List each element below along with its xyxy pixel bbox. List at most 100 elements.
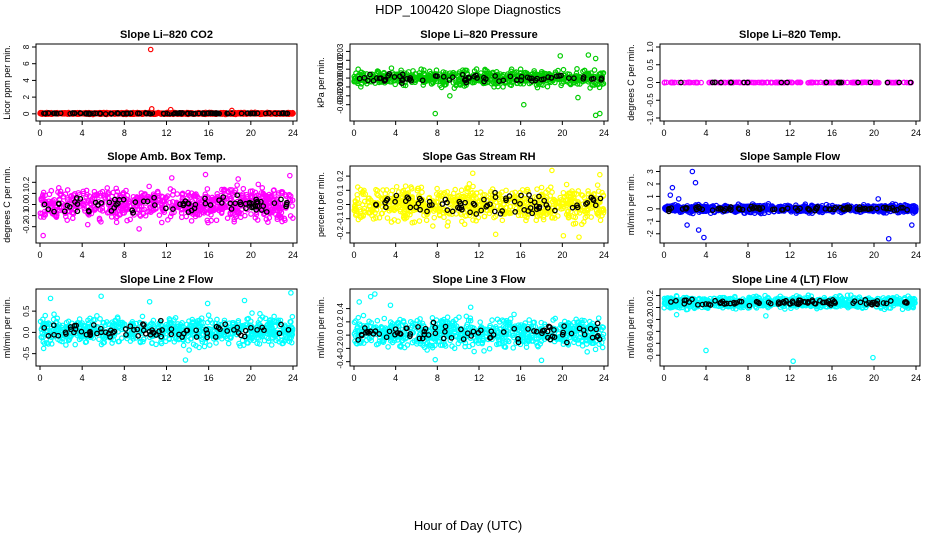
data-point bbox=[40, 189, 47, 196]
data-point bbox=[351, 78, 357, 85]
data-point bbox=[164, 217, 171, 223]
x-tick-label: 20 bbox=[246, 250, 256, 260]
data-point bbox=[270, 187, 277, 194]
data-point-black bbox=[173, 110, 179, 117]
y-tick-label: -2 bbox=[646, 230, 655, 238]
data-point bbox=[69, 215, 76, 222]
data-point-black bbox=[465, 74, 472, 81]
data-point bbox=[51, 311, 57, 318]
data-point-black bbox=[497, 210, 504, 217]
y-tick-label: 3 bbox=[646, 169, 655, 174]
data-point bbox=[158, 219, 165, 226]
y-tick-label: 4 bbox=[22, 78, 31, 83]
data-point-black bbox=[179, 110, 186, 116]
data-point-outlier bbox=[684, 222, 690, 228]
data-point bbox=[566, 199, 572, 206]
x-tick-label: 4 bbox=[80, 128, 85, 138]
data-point bbox=[234, 182, 240, 188]
data-point bbox=[450, 190, 457, 197]
data-point-black bbox=[392, 198, 398, 205]
data-point bbox=[418, 184, 425, 191]
data-point bbox=[275, 212, 282, 219]
data-point bbox=[444, 189, 450, 195]
data-point bbox=[247, 194, 254, 201]
data-point bbox=[412, 71, 419, 77]
x-tick-label: 8 bbox=[435, 128, 440, 138]
data-point bbox=[851, 79, 858, 86]
data-point bbox=[547, 209, 554, 216]
x-tick-label: 12 bbox=[161, 128, 171, 138]
data-point bbox=[290, 215, 296, 221]
data-point-black bbox=[588, 76, 595, 82]
data-point bbox=[168, 205, 175, 211]
data-point-black bbox=[232, 200, 239, 207]
data-point bbox=[858, 79, 865, 86]
data-point bbox=[263, 216, 270, 223]
data-point bbox=[425, 76, 431, 83]
x-tick-label: 0 bbox=[661, 128, 666, 138]
data-point-black bbox=[598, 75, 605, 82]
y-tick-label: 0.1 bbox=[336, 184, 345, 196]
data-point-outlier bbox=[202, 171, 209, 178]
data-point bbox=[573, 191, 580, 197]
data-point-black bbox=[386, 70, 393, 77]
x-tick-label: 12 bbox=[161, 250, 171, 260]
x-tick-label: 4 bbox=[80, 250, 85, 260]
data-point-black bbox=[462, 77, 469, 84]
x-tick-label: 24 bbox=[288, 250, 298, 260]
data-point-black bbox=[202, 200, 209, 207]
figure-title: HDP_100420 Slope Diagnostics bbox=[375, 2, 561, 17]
data-point bbox=[515, 209, 522, 215]
data-point-black bbox=[383, 204, 389, 211]
data-point-black bbox=[548, 74, 555, 81]
data-point bbox=[96, 336, 102, 343]
data-point-black bbox=[160, 110, 167, 117]
data-point-black bbox=[855, 79, 861, 86]
data-point bbox=[460, 194, 467, 200]
data-point-black bbox=[529, 210, 536, 217]
data-point-outlier bbox=[147, 46, 154, 53]
data-point bbox=[598, 206, 605, 213]
x-tick-label: 12 bbox=[474, 250, 484, 260]
data-point bbox=[400, 187, 407, 194]
data-point-black bbox=[208, 110, 214, 116]
data-point bbox=[563, 211, 570, 218]
x-tick-label: 4 bbox=[80, 373, 85, 383]
data-point-black bbox=[481, 74, 487, 81]
data-point bbox=[571, 195, 577, 202]
data-point bbox=[419, 189, 425, 196]
data-point-black bbox=[66, 203, 73, 210]
data-point bbox=[47, 200, 54, 206]
data-point bbox=[159, 193, 165, 200]
data-point-black bbox=[506, 193, 513, 199]
panel-title: Slope Li–820 Pressure bbox=[420, 29, 537, 41]
data-point bbox=[499, 217, 506, 224]
data-point-black bbox=[98, 200, 105, 206]
data-point bbox=[686, 79, 693, 86]
y-axis-label: kPa per min. bbox=[316, 57, 326, 108]
data-point-black bbox=[449, 208, 456, 215]
x-tick-label: 24 bbox=[911, 250, 921, 260]
data-point bbox=[88, 197, 95, 204]
y-tick-label: -1.0 bbox=[646, 111, 655, 125]
data-point bbox=[594, 182, 601, 188]
data-point-black bbox=[518, 192, 524, 199]
data-point-black bbox=[284, 199, 290, 206]
data-point bbox=[64, 195, 71, 201]
data-point bbox=[81, 202, 87, 209]
y-axis-label: ml/min per min. bbox=[2, 297, 12, 359]
data-point-black bbox=[271, 200, 278, 206]
data-point bbox=[354, 184, 361, 190]
data-point bbox=[409, 219, 416, 226]
data-point bbox=[507, 71, 514, 78]
data-point bbox=[192, 213, 199, 220]
data-point bbox=[698, 79, 704, 86]
data-point bbox=[80, 188, 87, 195]
data-point-black bbox=[370, 77, 377, 84]
data-point-black bbox=[228, 206, 235, 212]
data-point-black bbox=[426, 198, 433, 205]
data-point bbox=[825, 79, 832, 86]
data-point-black bbox=[260, 203, 267, 209]
data-point bbox=[585, 188, 591, 194]
